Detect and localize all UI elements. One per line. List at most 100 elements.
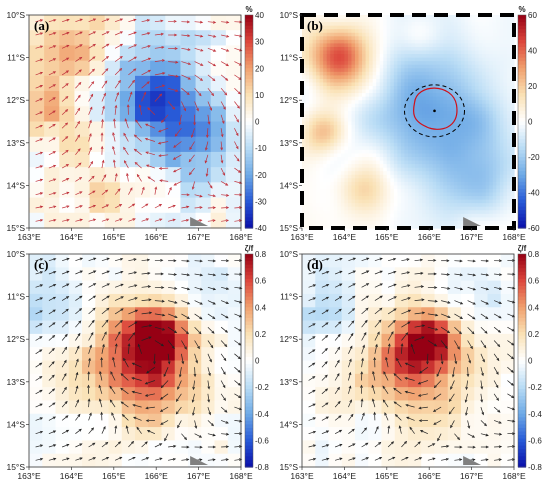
heatmap-cell bbox=[415, 78, 420, 84]
heatmap-cell bbox=[471, 203, 476, 208]
heatmap-cell bbox=[386, 146, 391, 151]
vector-arrow bbox=[114, 218, 123, 222]
heatmap-cell bbox=[330, 75, 335, 80]
vector-arrow-head bbox=[78, 162, 82, 166]
heatmap-cell bbox=[150, 60, 166, 77]
heatmap-cell bbox=[453, 46, 459, 52]
heatmap-cell bbox=[400, 71, 406, 76]
colorbar-tick-label: 20 bbox=[528, 82, 537, 91]
heatmap-cell bbox=[443, 128, 448, 133]
heatmap-cell bbox=[351, 188, 356, 194]
heatmap-cell bbox=[386, 46, 391, 52]
vector-arrow-head bbox=[109, 399, 113, 403]
heatmap-cell bbox=[408, 50, 413, 55]
colorbar-segment bbox=[518, 174, 526, 179]
heatmap-cell bbox=[358, 96, 363, 101]
heatmap-cell bbox=[337, 157, 342, 162]
y-tick-label: 13°S bbox=[279, 138, 298, 148]
heatmap-cell bbox=[400, 50, 406, 55]
heatmap-cell bbox=[478, 121, 483, 126]
vector-arrow bbox=[88, 442, 95, 448]
heatmap-cell bbox=[432, 188, 437, 194]
vector-arrow bbox=[88, 358, 91, 368]
vector-arrow-head bbox=[39, 178, 44, 182]
heatmap-cell bbox=[492, 103, 497, 108]
heatmap-cell bbox=[436, 43, 441, 48]
heatmap-cell bbox=[404, 185, 409, 190]
heatmap-cell bbox=[362, 75, 367, 80]
vector-arrow bbox=[48, 151, 56, 156]
heatmap-cell bbox=[386, 71, 391, 76]
vector-arrow-head bbox=[199, 194, 203, 198]
heatmap-cell bbox=[468, 188, 473, 194]
heatmap-cell bbox=[340, 57, 345, 62]
heatmap-cell bbox=[411, 71, 416, 76]
heatmap-cell bbox=[510, 39, 515, 44]
heatmap-cell bbox=[422, 50, 427, 55]
heatmap-cell bbox=[496, 128, 501, 133]
heatmap-cell bbox=[383, 61, 388, 66]
heatmap-cell bbox=[418, 39, 423, 44]
heatmap-cell bbox=[121, 440, 136, 455]
heatmap-cell bbox=[347, 139, 353, 144]
vector-arrow bbox=[207, 47, 216, 52]
vector-arrow-head bbox=[174, 47, 178, 50]
x-tick-label: 166°E bbox=[418, 232, 442, 242]
colorbar-segment bbox=[518, 54, 526, 59]
heatmap-cell bbox=[439, 57, 444, 62]
colorbar-segment bbox=[518, 153, 526, 158]
heatmap-cell bbox=[323, 68, 328, 73]
heatmap-cell bbox=[478, 167, 483, 172]
vector-arrow-head bbox=[87, 371, 91, 375]
heatmap-cell bbox=[408, 15, 413, 20]
heatmap-cell bbox=[319, 206, 324, 211]
heatmap-cell bbox=[411, 15, 416, 20]
heatmap-cell bbox=[302, 125, 307, 130]
heatmap-cell bbox=[316, 22, 321, 27]
vector-arrow bbox=[88, 161, 93, 169]
vector-arrow-head bbox=[53, 45, 57, 48]
heatmap-cell bbox=[312, 36, 317, 41]
heatmap-cell bbox=[404, 128, 409, 133]
vector-arrow-head bbox=[53, 205, 57, 209]
heatmap-cell bbox=[506, 157, 512, 162]
heatmap-cell bbox=[337, 46, 342, 52]
heatmap-cell bbox=[453, 43, 459, 48]
heatmap-cell bbox=[316, 100, 321, 105]
heatmap-cell bbox=[351, 181, 356, 186]
heatmap-cell bbox=[411, 128, 416, 133]
heatmap-cell bbox=[415, 178, 420, 183]
heatmap-cell bbox=[351, 128, 356, 133]
heatmap-cell bbox=[312, 100, 317, 105]
heatmap-cell bbox=[443, 78, 448, 84]
heatmap-cell bbox=[496, 199, 501, 204]
heatmap-cell bbox=[393, 132, 398, 137]
heatmap-cells-b bbox=[302, 15, 515, 229]
heatmap-cell bbox=[358, 213, 363, 218]
heatmap-cell bbox=[379, 18, 384, 23]
heatmap-cell bbox=[89, 151, 106, 168]
heatmap-cell bbox=[344, 96, 349, 101]
heatmap-cell bbox=[355, 188, 360, 194]
heatmap-cell bbox=[506, 125, 512, 130]
heatmap-cell bbox=[457, 192, 462, 197]
heatmap-cell bbox=[468, 15, 473, 20]
heatmap-cell bbox=[478, 61, 483, 66]
heatmap-cell bbox=[503, 164, 508, 169]
vector-arrow bbox=[61, 308, 69, 315]
heatmap-cell bbox=[305, 174, 310, 179]
heatmap-cell bbox=[340, 164, 345, 169]
heatmap-cell bbox=[150, 15, 166, 31]
heatmap-cell bbox=[351, 29, 356, 34]
heatmap-cell bbox=[351, 75, 356, 80]
heatmap-cell bbox=[429, 46, 434, 52]
heatmap-cell bbox=[319, 50, 324, 55]
heatmap-cell bbox=[471, 174, 476, 179]
heatmap-cell bbox=[475, 64, 480, 69]
heatmap-cell bbox=[503, 25, 508, 30]
heatmap-cell bbox=[496, 64, 501, 69]
vector-arrow bbox=[158, 141, 169, 144]
heatmap-cell bbox=[443, 75, 448, 80]
heatmap-cell bbox=[453, 146, 459, 151]
colorbar-segment bbox=[245, 103, 253, 108]
